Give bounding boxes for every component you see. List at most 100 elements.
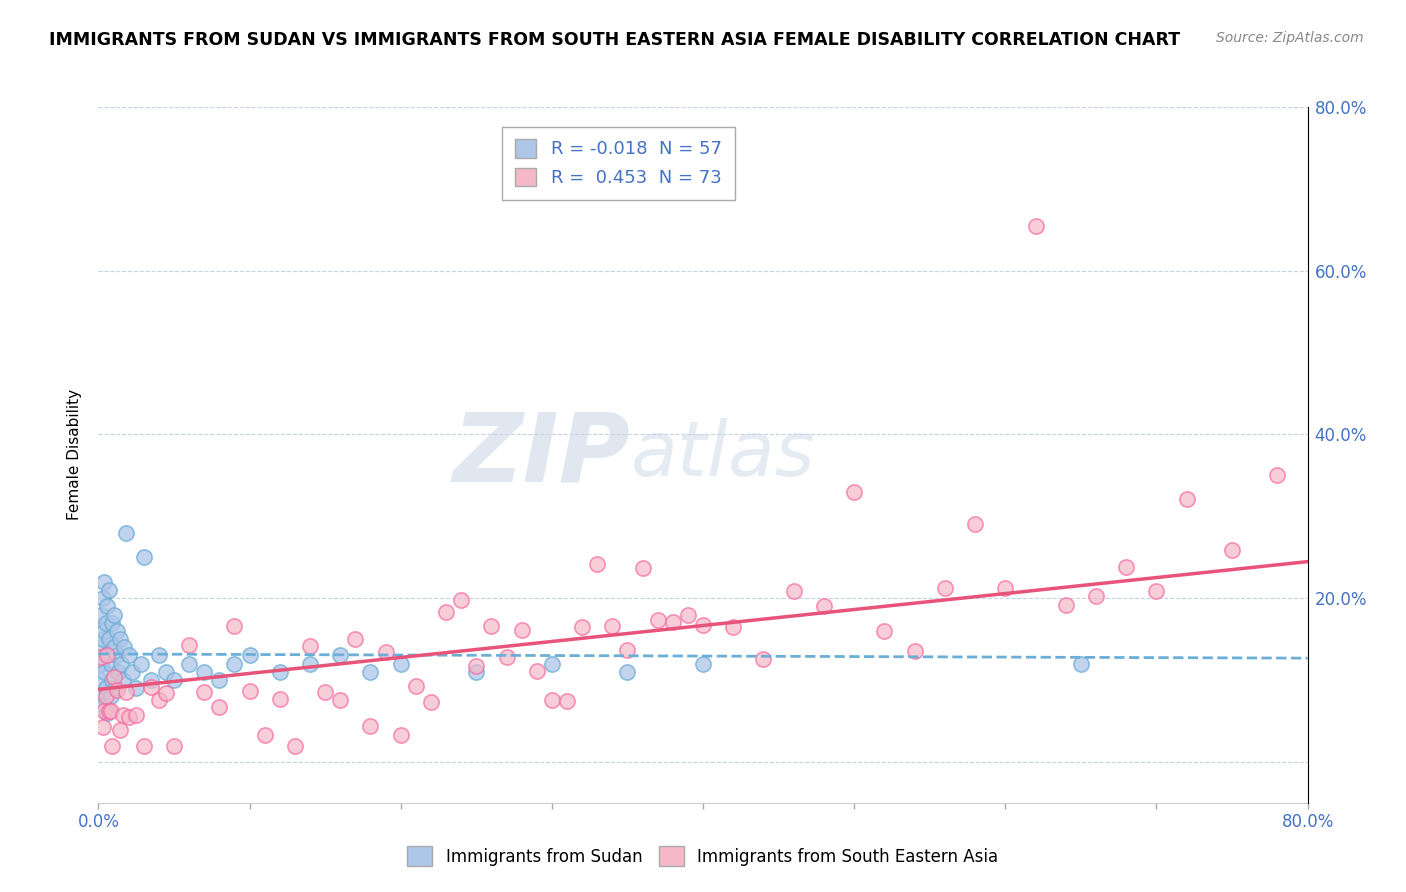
Point [91, 698, 114, 712]
Point [103, 640, 125, 655]
Point [329, 693, 352, 707]
Point [1267, 468, 1289, 483]
Point [93, 624, 115, 638]
Point [1085, 589, 1108, 603]
Point [1175, 491, 1198, 506]
Point [104, 681, 127, 696]
Point [107, 665, 129, 679]
Point [965, 517, 987, 532]
Text: ZIP: ZIP [453, 409, 630, 501]
Point [994, 581, 1017, 595]
Point [105, 683, 128, 698]
Point [132, 550, 155, 565]
Point [98, 632, 121, 646]
Point [571, 620, 593, 634]
Point [100, 704, 122, 718]
Point [253, 728, 276, 742]
Point [676, 608, 699, 623]
Point [1220, 543, 1243, 558]
Point [389, 727, 412, 741]
Point [111, 707, 134, 722]
Point [121, 665, 143, 679]
Point [405, 679, 427, 693]
Point [114, 525, 136, 540]
Point [752, 652, 775, 666]
Point [179, 638, 201, 652]
Point [269, 691, 291, 706]
Point [783, 583, 806, 598]
Point [873, 624, 896, 638]
Point [1115, 559, 1137, 574]
Point [299, 657, 322, 671]
Point [631, 560, 654, 574]
Point [155, 665, 177, 679]
Text: atlas: atlas [630, 418, 815, 491]
Point [616, 665, 638, 679]
Point [224, 618, 246, 632]
Point [813, 599, 835, 613]
Legend: R = -0.018  N = 57, R =  0.453  N = 73: R = -0.018 N = 57, R = 0.453 N = 73 [502, 127, 734, 200]
Point [208, 673, 231, 687]
Point [91, 720, 114, 734]
Point [114, 685, 136, 699]
Point [208, 700, 231, 714]
Point [105, 648, 128, 663]
Point [692, 657, 714, 671]
Point [101, 673, 124, 687]
Point [93, 574, 115, 589]
Point [844, 484, 866, 499]
Point [98, 704, 121, 718]
Legend: Immigrants from Sudan, Immigrants from South Eastern Asia: Immigrants from Sudan, Immigrants from S… [401, 839, 1005, 873]
Point [112, 640, 135, 655]
Point [108, 632, 131, 646]
Point [90, 607, 112, 622]
Point [616, 642, 638, 657]
Point [148, 692, 170, 706]
Point [450, 593, 472, 607]
Point [96, 706, 118, 720]
Point [1024, 219, 1046, 233]
Point [108, 723, 131, 737]
Y-axis label: Female Disability: Female Disability [67, 389, 83, 521]
Point [110, 657, 132, 671]
Point [465, 659, 488, 673]
Point [329, 648, 352, 663]
Point [91, 591, 114, 606]
Point [103, 607, 125, 622]
Point [284, 739, 307, 753]
Point [179, 657, 201, 671]
Point [692, 618, 714, 632]
Point [141, 680, 163, 694]
Point [90, 657, 112, 671]
Point [314, 685, 336, 699]
Point [647, 613, 669, 627]
Point [193, 684, 215, 698]
Point [96, 599, 118, 614]
Point [904, 644, 927, 658]
Point [360, 718, 382, 732]
Point [389, 657, 412, 671]
Point [1070, 657, 1092, 671]
Point [118, 710, 141, 724]
Point [239, 648, 262, 663]
Point [94, 690, 117, 704]
Point [125, 708, 148, 723]
Point [526, 664, 548, 678]
Point [96, 648, 118, 663]
Point [91, 632, 114, 646]
Point [540, 657, 562, 671]
Point [374, 645, 396, 659]
Point [465, 665, 488, 679]
Point [118, 648, 141, 663]
Point [481, 618, 503, 632]
Point [934, 581, 956, 595]
Text: IMMIGRANTS FROM SUDAN VS IMMIGRANTS FROM SOUTH EASTERN ASIA FEMALE DISABILITY CO: IMMIGRANTS FROM SUDAN VS IMMIGRANTS FROM… [49, 31, 1180, 49]
Point [193, 665, 215, 679]
Point [132, 739, 155, 753]
Point [101, 615, 124, 630]
Point [586, 557, 609, 571]
Point [129, 657, 152, 671]
Point [495, 649, 517, 664]
Point [540, 693, 562, 707]
Point [163, 673, 186, 687]
